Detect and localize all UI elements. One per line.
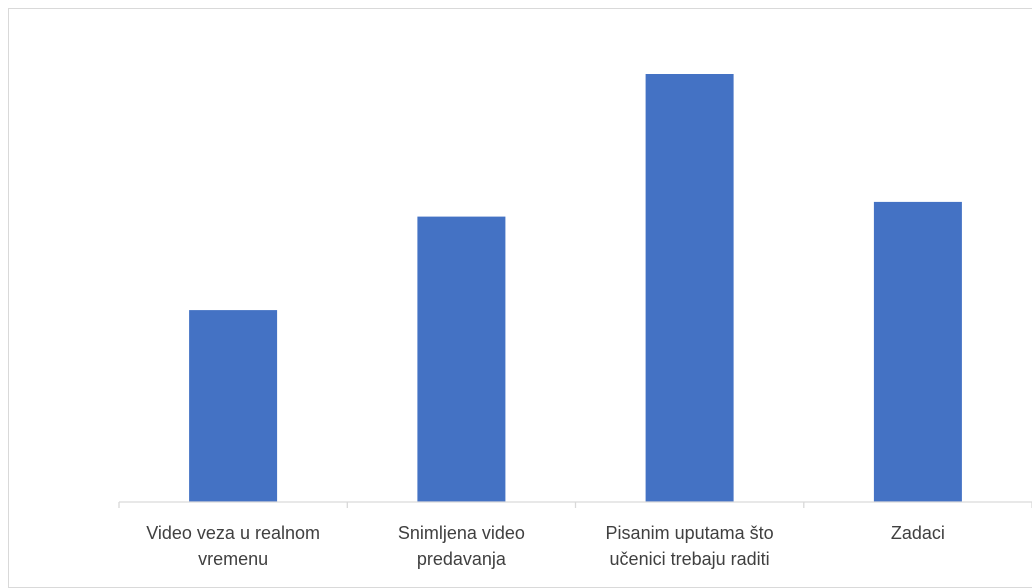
category-label-line: vremenu <box>198 549 268 569</box>
bar-1 <box>189 310 278 502</box>
category-label-line: predavanja <box>417 549 507 569</box>
category-label-4: Zadaci <box>891 523 945 543</box>
bars-layer <box>189 74 962 502</box>
bar-2 <box>417 216 506 502</box>
category-label-line: Video veza u realnom <box>146 523 320 543</box>
category-label-2: Snimljena video predavanja <box>398 523 525 569</box>
category-label-line: Snimljena video <box>398 523 525 543</box>
category-label-1: Video veza u realnom vremenu <box>146 523 320 569</box>
bar-chart: Video veza u realnom vremenu Snimljena vid… <box>118 74 1032 569</box>
category-label-3: Pisanim uputama što učenici trebaju radit… <box>606 523 774 569</box>
axis-layer <box>118 501 1032 508</box>
bar-4 <box>873 201 962 502</box>
labels-layer: Video veza u realnom vremenu Snimljena vid… <box>146 523 945 569</box>
category-label-line: Pisanim uputama što <box>606 523 774 543</box>
chart-frame <box>8 8 1032 588</box>
category-label-line: Zadaci <box>891 523 945 543</box>
category-label-line: učenici trebaju raditi <box>610 549 770 569</box>
bar-3 <box>645 74 734 502</box>
